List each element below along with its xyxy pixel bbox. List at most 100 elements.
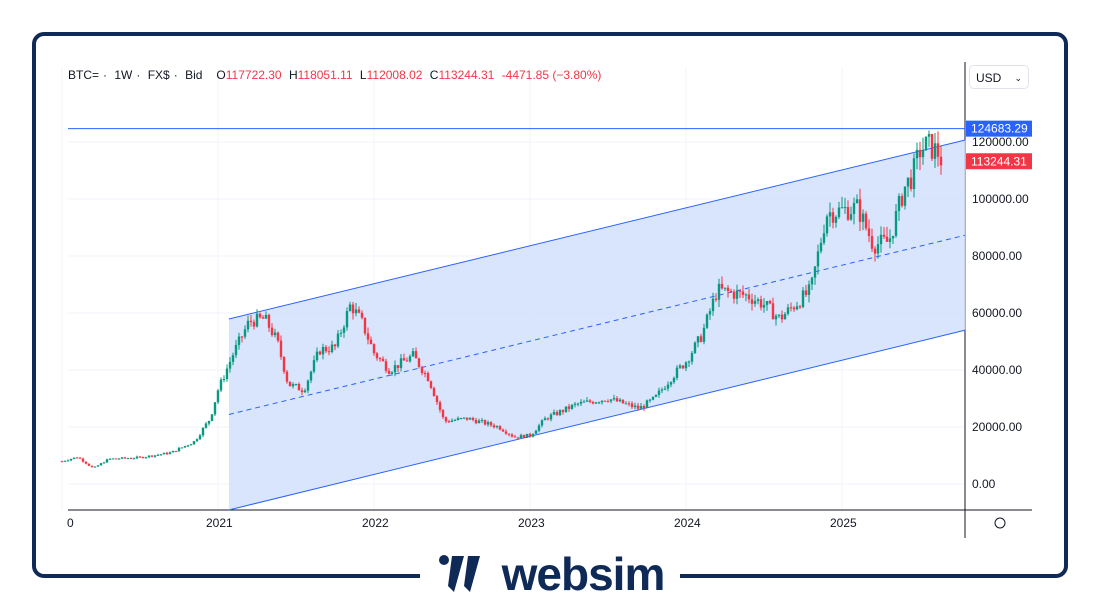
candle-body (819, 242, 823, 252)
candle-body (393, 365, 397, 373)
candle-body (666, 384, 670, 389)
candle-body (378, 358, 382, 360)
candle-body (768, 301, 772, 304)
currency-select[interactable]: USD ⌄ (969, 65, 1029, 89)
x-tick-label: 2024 (674, 516, 701, 530)
candle-body (465, 417, 469, 420)
candle-body (789, 307, 793, 309)
candle-body (354, 309, 358, 314)
candle-body (540, 420, 544, 426)
candle-body (441, 410, 445, 418)
websim-logo: websim (420, 548, 680, 600)
candle-body (444, 417, 448, 422)
candle-body (351, 304, 355, 314)
candle-body (210, 414, 214, 421)
candle-body (855, 199, 859, 203)
candle-body (720, 283, 724, 289)
candle-body (93, 466, 97, 468)
candle-body (60, 461, 64, 463)
candle-body (648, 399, 652, 401)
candle-body (552, 412, 556, 415)
candle-body (810, 277, 814, 285)
candle-body (729, 290, 733, 292)
candle-body (924, 136, 928, 151)
candle-body (519, 434, 523, 439)
candle-body (549, 414, 553, 420)
candle-body (882, 234, 886, 237)
side: Bid (185, 68, 203, 82)
candle-body (273, 332, 277, 336)
candle-body (687, 361, 691, 363)
candle-body (567, 406, 571, 409)
candle-body (564, 406, 568, 412)
candle-body (339, 332, 343, 334)
candle-body (321, 346, 325, 355)
candle-body (642, 406, 646, 408)
candle-body (747, 294, 751, 300)
interval[interactable]: 1W (114, 68, 133, 82)
close-label: C (429, 68, 439, 82)
candle-body (750, 299, 754, 304)
candle-body (912, 158, 916, 190)
candle-body (507, 433, 511, 435)
candle-body (756, 299, 760, 301)
candle-body (591, 401, 595, 404)
brand-name: websim (501, 548, 666, 600)
candle-body (762, 304, 766, 308)
candle-body (873, 248, 877, 254)
candle-body (675, 367, 679, 378)
candle-body (162, 452, 166, 455)
last-price-label: 113244.31 (971, 154, 1027, 168)
candle-body (753, 300, 757, 304)
candle-body (933, 143, 937, 159)
candle-body (624, 403, 628, 405)
candle-body (201, 427, 205, 436)
candle-body (264, 314, 268, 319)
candle-body (156, 454, 160, 456)
candle-body (390, 372, 394, 374)
candle-body (897, 196, 901, 211)
candle-body (894, 210, 898, 236)
candle-body (510, 434, 514, 437)
candle-body (66, 460, 70, 462)
candle-body (669, 382, 673, 385)
candle-body (582, 401, 586, 403)
candle-body (456, 418, 460, 421)
candle-body (117, 458, 121, 460)
candle-body (486, 422, 490, 425)
symbol[interactable]: BTC= (68, 68, 100, 82)
x-tick-label: 2021 (206, 516, 233, 530)
candle-body (516, 437, 520, 439)
websim-mark-icon (438, 555, 480, 592)
candle-body (900, 196, 904, 206)
candle-body (153, 455, 157, 457)
candle-body (531, 433, 535, 437)
candle-body (63, 460, 67, 462)
candle-body (831, 212, 835, 223)
y-tick-label: 100000.00 (972, 192, 1029, 206)
candle-body (861, 213, 865, 222)
x-tick-label: 2022 (362, 516, 389, 530)
candle-body (90, 465, 94, 468)
channel-upper-line (228, 139, 966, 320)
x-tick-label: 2025 (830, 516, 857, 530)
open-label: O (216, 68, 226, 82)
candle-body (384, 361, 388, 371)
candle-body (939, 156, 943, 166)
settings-gear-icon[interactable] (994, 517, 1006, 529)
candle-body (672, 377, 676, 383)
candle-body (423, 372, 427, 374)
candle-body (597, 402, 601, 404)
sep: · (136, 68, 141, 82)
candle-body (825, 216, 829, 234)
candle-body (300, 390, 304, 393)
candle-body (696, 336, 700, 343)
candle-body (843, 207, 847, 209)
candle-body (573, 403, 577, 405)
candle-body (447, 421, 451, 423)
candle-body (429, 381, 433, 388)
candle-body (708, 311, 712, 315)
candle-body (840, 207, 844, 209)
candle-body (543, 418, 547, 421)
